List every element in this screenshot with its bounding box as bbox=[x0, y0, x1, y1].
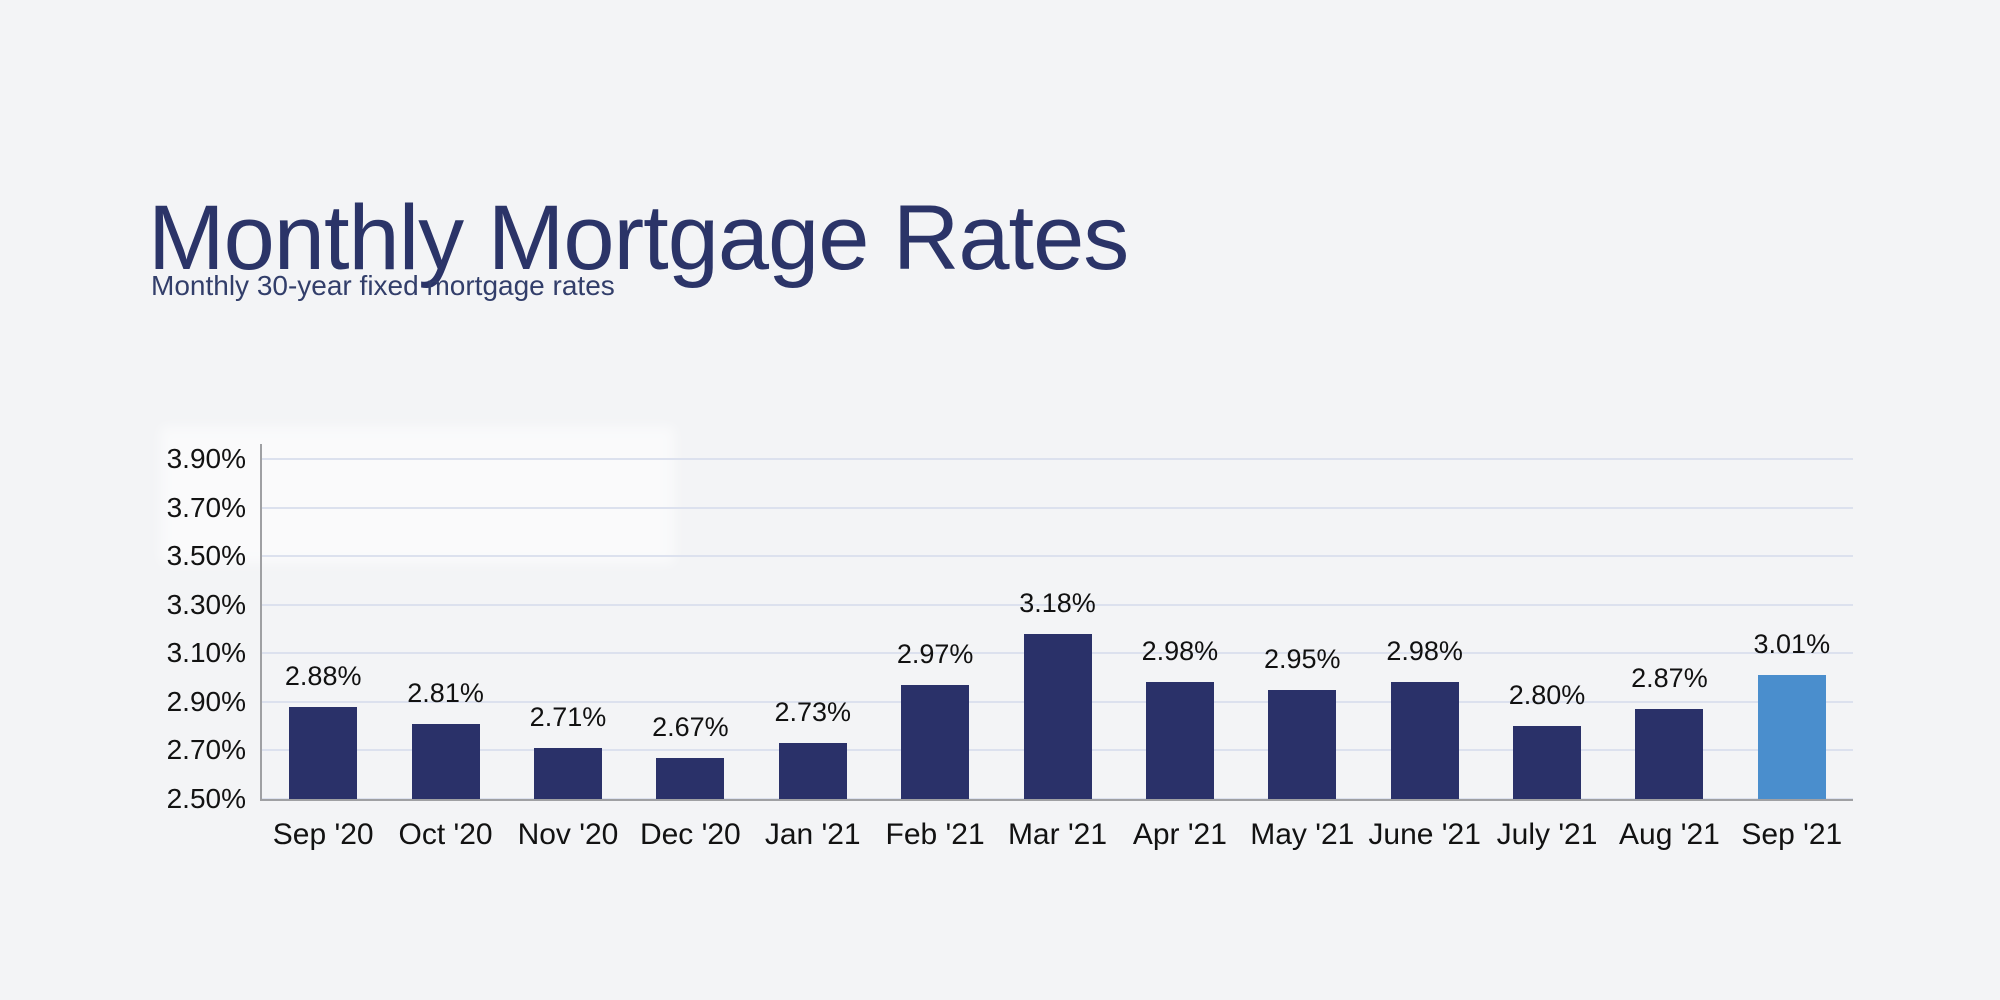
bar-sep21 bbox=[1757, 675, 1826, 799]
bar-apr21 bbox=[1145, 682, 1214, 799]
bar-value-label: 2.95% bbox=[1263, 643, 1341, 674]
bar-value-label: 3.18% bbox=[1019, 587, 1096, 618]
bar-value-label: 2.88% bbox=[284, 660, 362, 691]
bar-aug21 bbox=[1635, 709, 1704, 799]
x-axis-tick-label: Apr '21 bbox=[1132, 818, 1227, 851]
y-axis-tick-label: 3.10% bbox=[166, 637, 246, 669]
bar-mar21 bbox=[1023, 633, 1092, 799]
x-axis-tick-label: Jan '21 bbox=[764, 818, 861, 851]
x-axis-tick-label: Feb '21 bbox=[885, 818, 985, 851]
y-axis-tick-label: 3.30% bbox=[166, 588, 246, 620]
y-axis-tick-label: 3.50% bbox=[166, 540, 246, 572]
bar-value-label: 2.71% bbox=[529, 702, 607, 732]
bar-sep20 bbox=[289, 706, 358, 799]
gridline bbox=[262, 555, 1853, 558]
x-axis-tick-label: Sep '21 bbox=[1741, 818, 1843, 851]
y-axis-line bbox=[260, 444, 262, 801]
bar-nov20 bbox=[533, 748, 602, 799]
y-axis-tick-label: 2.50% bbox=[166, 783, 246, 814]
x-axis-tick-label: Oct '20 bbox=[398, 818, 493, 851]
x-axis-line bbox=[260, 799, 1853, 801]
background-highlight-patch bbox=[160, 426, 675, 564]
gridline bbox=[262, 506, 1853, 509]
bar-july21 bbox=[1513, 726, 1582, 799]
y-axis-tick-label: 3.90% bbox=[166, 443, 246, 474]
bar-value-label: 2.97% bbox=[896, 638, 974, 669]
bar-jan21 bbox=[778, 743, 847, 799]
bar-value-label: 2.80% bbox=[1508, 680, 1586, 711]
bar-value-label: 3.01% bbox=[1753, 629, 1831, 660]
x-axis-tick-label: Mar '21 bbox=[1007, 818, 1108, 851]
x-axis-tick-label: Sep '20 bbox=[272, 818, 374, 851]
bar-value-label: 2.98% bbox=[1141, 636, 1219, 667]
x-axis-tick-label: Dec '20 bbox=[639, 818, 741, 851]
bar-may21 bbox=[1268, 689, 1337, 799]
x-axis-tick-label: Aug '21 bbox=[1619, 818, 1720, 851]
gridline bbox=[262, 458, 1853, 460]
bar-june21 bbox=[1390, 682, 1459, 799]
x-axis-tick-label: June '21 bbox=[1368, 818, 1481, 851]
bar-feb21 bbox=[901, 684, 970, 799]
bar-value-label: 2.73% bbox=[774, 697, 851, 728]
bar-value-label: 2.87% bbox=[1631, 663, 1708, 694]
x-axis-tick-label: May '21 bbox=[1250, 818, 1355, 851]
page-subtitle: Monthly 30-year fixed mortgage rates bbox=[151, 270, 615, 301]
page-title: Monthly Mortgage Rates bbox=[148, 186, 1129, 289]
x-axis-tick-label: Nov '20 bbox=[517, 818, 619, 851]
y-axis-tick-label: 3.70% bbox=[166, 491, 246, 523]
bar-oct20 bbox=[411, 723, 480, 799]
bar-dec20 bbox=[656, 757, 725, 799]
y-axis-tick-label: 2.90% bbox=[166, 685, 246, 717]
y-axis-tick-label: 2.70% bbox=[166, 734, 246, 766]
x-axis-tick-label: July '21 bbox=[1496, 818, 1598, 851]
bar-value-label: 2.67% bbox=[652, 711, 729, 742]
bar-value-label: 2.98% bbox=[1386, 636, 1463, 667]
gridline bbox=[262, 603, 1853, 606]
bar-value-label: 2.81% bbox=[407, 677, 484, 708]
